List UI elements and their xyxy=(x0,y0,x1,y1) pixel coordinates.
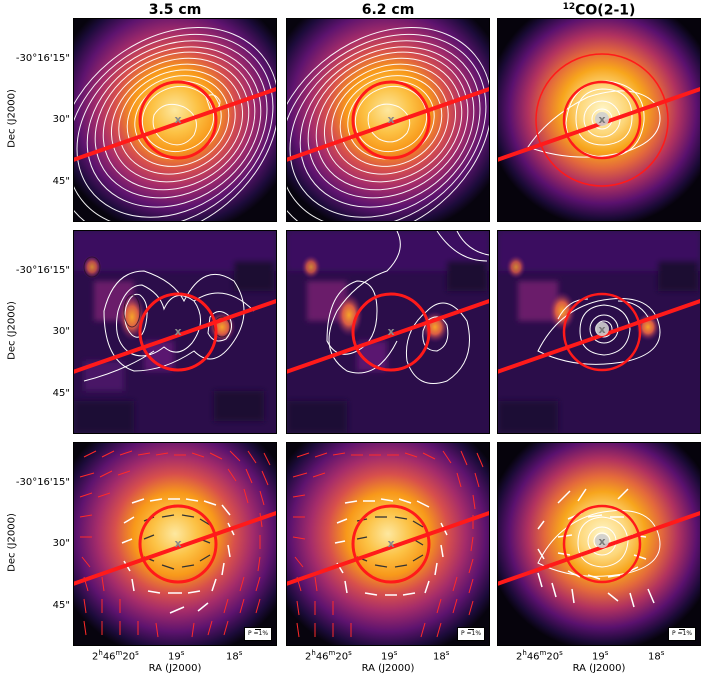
ring-circle xyxy=(351,504,431,584)
ring-circle xyxy=(562,80,642,160)
y-tick-row1-30: 30" xyxy=(52,114,70,125)
polarized-map-3.5cm: x xyxy=(74,231,276,433)
center-marker: x xyxy=(174,113,181,126)
x-tick-col2-19s: 19s xyxy=(381,649,398,663)
contour-set xyxy=(326,231,489,384)
panel-row1-3.5cm: x xyxy=(73,18,277,222)
center-marker-bg xyxy=(595,534,609,548)
center-marker: x xyxy=(387,113,394,126)
intensity-map-6.2cm: x xyxy=(287,19,489,221)
panel-row1-co21: x xyxy=(497,18,701,222)
x-tick-col1-20s: 2h46m20s xyxy=(92,649,139,663)
polarization-vectors-outer xyxy=(79,450,271,638)
y-tick-row3-45: 45" xyxy=(52,600,70,611)
y-tick-row3-30: 30" xyxy=(52,538,70,549)
panel-row1-6.2cm: x xyxy=(286,18,490,222)
panel-row2-3.5cm: x xyxy=(73,230,277,434)
outer-ring xyxy=(535,53,669,187)
x-tick-col2-18s: 18s xyxy=(433,649,450,663)
y-tick-row1-15: -30°16'15" xyxy=(15,53,70,64)
polarization-scale-key: P =1% xyxy=(457,627,485,641)
polarization-scale-key: P =1% xyxy=(668,627,696,641)
y-tick-row3-15: -30°16'15" xyxy=(15,477,70,488)
y-tick-row1-45: 45" xyxy=(52,176,70,187)
isotope-superscript: 12 xyxy=(562,2,576,12)
polarization-vectors-inner xyxy=(334,498,448,596)
contour-set xyxy=(287,27,489,221)
ring-circle xyxy=(562,292,642,372)
ring-circle xyxy=(351,292,431,372)
x-axis-label-col2: RA (J2000) xyxy=(361,663,415,674)
orientation-line xyxy=(498,510,700,586)
y-tick-row2-45: 45" xyxy=(52,388,70,399)
orientation-line xyxy=(74,86,276,162)
ring-circle xyxy=(138,292,218,372)
column-title-3.5cm: 3.5 cm xyxy=(148,2,202,18)
orientation-line xyxy=(287,510,489,586)
orientation-line xyxy=(74,298,276,374)
center-marker-bg xyxy=(595,112,609,126)
center-marker: x xyxy=(598,535,605,548)
orientation-line xyxy=(74,510,276,586)
ring-circle xyxy=(351,80,431,160)
pixel-noise xyxy=(74,231,276,433)
x-tick-col2-20s: 2h46m20s xyxy=(305,649,352,663)
vector-map-3.5cm: x xyxy=(74,443,276,645)
x-tick-col1-18s: 18s xyxy=(226,649,243,663)
column-title-6.2cm: 6.2 cm xyxy=(361,2,415,18)
x-axis-label-col1: RA (J2000) xyxy=(148,663,202,674)
vector-map-co21: x xyxy=(498,443,700,645)
column-title-co21: 12CO(2-1) xyxy=(497,2,701,19)
x-tick-col3-18s: 18s xyxy=(648,649,665,663)
panel-row2-co21: x xyxy=(497,230,701,434)
x-tick-col3-20s: 2h46m20s xyxy=(516,649,563,663)
polarized-map-co21: x xyxy=(498,231,700,433)
polarization-scale-key: P =1% xyxy=(244,627,272,641)
center-marker: x xyxy=(598,113,605,126)
orientation-line xyxy=(498,298,700,374)
polarization-vectors-outer xyxy=(292,450,484,638)
center-marker: x xyxy=(387,325,394,338)
panel-row3-co21: x P =1% xyxy=(497,442,701,646)
vector-map-6.2cm: x xyxy=(287,443,489,645)
ring-circle xyxy=(138,504,218,584)
x-tick-col1-19s: 19s xyxy=(168,649,185,663)
molecule-label: CO(2-1) xyxy=(575,2,636,19)
center-marker: x xyxy=(387,537,394,550)
intensity-map-3.5cm: x xyxy=(74,19,276,221)
ring-circle xyxy=(138,80,218,160)
center-marker: x xyxy=(174,537,181,550)
center-marker-bg xyxy=(595,322,609,336)
orientation-line xyxy=(287,86,489,162)
dark-contours xyxy=(83,256,231,338)
center-marker: x xyxy=(174,325,181,338)
x-tick-col3-19s: 19s xyxy=(592,649,609,663)
intensity-map-co21: x xyxy=(498,19,700,221)
y-tick-row2-15: -30°16'15" xyxy=(15,265,70,276)
panel-row3-3.5cm: x P =1% xyxy=(73,442,277,646)
ring-circle xyxy=(562,504,642,584)
emission-peak-left xyxy=(548,291,576,331)
panel-row2-6.2cm: x xyxy=(286,230,490,434)
orientation-line xyxy=(287,298,489,374)
polarized-map-6.2cm: x xyxy=(287,231,489,433)
center-marker: x xyxy=(598,323,605,336)
x-axis-label-col3: RA (J2000) xyxy=(572,663,626,674)
pixel-noise xyxy=(498,231,700,433)
y-tick-row2-30: 30" xyxy=(52,326,70,337)
panel-row3-6.2cm: x P =1% xyxy=(286,442,490,646)
emission-peak-left xyxy=(335,293,363,337)
